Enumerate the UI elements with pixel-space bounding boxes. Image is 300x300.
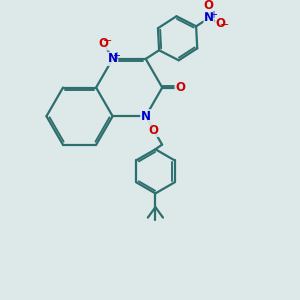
Text: O: O xyxy=(99,37,109,50)
Text: O: O xyxy=(203,0,213,12)
Text: −: − xyxy=(220,20,230,30)
Text: +: + xyxy=(209,10,217,20)
Text: O: O xyxy=(215,17,225,30)
Text: −: − xyxy=(103,36,112,46)
Text: N: N xyxy=(141,110,151,123)
Text: O: O xyxy=(149,124,159,136)
Text: N: N xyxy=(204,11,214,25)
Text: N: N xyxy=(108,52,118,65)
Text: +: + xyxy=(112,51,120,61)
Text: O: O xyxy=(175,81,185,94)
